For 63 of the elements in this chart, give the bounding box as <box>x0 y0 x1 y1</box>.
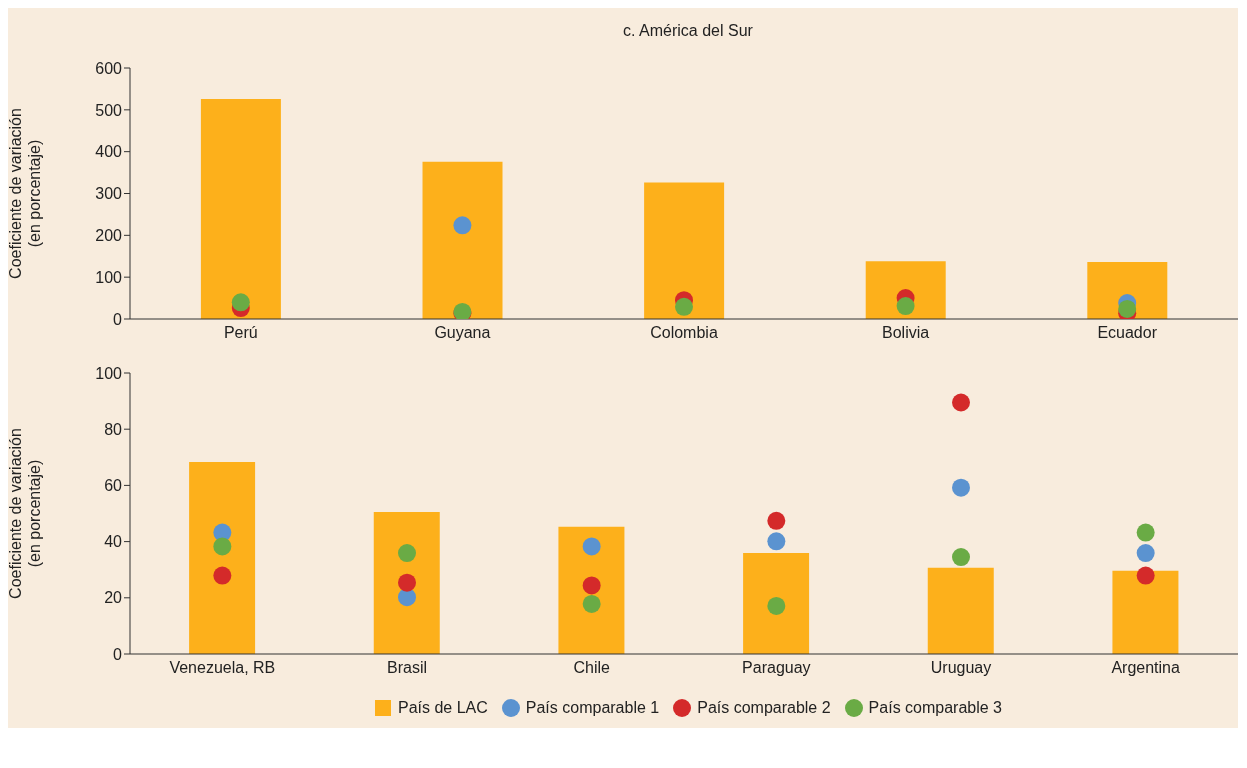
chart-title: c. América del Sur <box>623 22 754 39</box>
bar <box>1112 570 1179 654</box>
bar <box>373 512 440 654</box>
y-tick-label: 60 <box>104 477 123 495</box>
point <box>213 566 232 585</box>
point <box>582 576 601 595</box>
legend-label: País comparable 1 <box>525 699 660 717</box>
y-tick-label: 100 <box>95 364 123 382</box>
point <box>952 393 970 412</box>
y-tick-label: 400 <box>95 143 123 161</box>
bar <box>1087 262 1168 319</box>
point <box>1118 299 1137 318</box>
point <box>1136 544 1155 563</box>
y-tick-label: 0 <box>113 310 123 328</box>
point <box>767 511 786 530</box>
point <box>398 573 416 592</box>
point <box>398 544 416 563</box>
point <box>952 478 970 497</box>
y-tick-label: 500 <box>95 101 123 119</box>
x-tick-label: Brasil <box>386 659 428 677</box>
x-tick-label: Ecuador <box>1097 324 1158 342</box>
point <box>675 297 693 316</box>
bar <box>422 161 503 319</box>
x-tick-label: Perú <box>223 324 258 342</box>
legend-label: País de LAC <box>397 699 488 717</box>
y-tick-label: 300 <box>95 185 123 203</box>
y-tick-label: 100 <box>95 268 123 286</box>
y-tick-label: 200 <box>95 227 123 245</box>
x-tick-label: Chile <box>573 659 610 677</box>
point <box>213 537 232 556</box>
bar <box>743 553 810 654</box>
point <box>952 548 970 567</box>
point <box>896 297 915 316</box>
x-tick-label: Bolivia <box>882 324 930 342</box>
y-tick-label: 20 <box>104 589 123 607</box>
x-tick-label: Uruguay <box>930 659 992 677</box>
bar <box>189 462 256 654</box>
x-tick-label: Guyana <box>434 324 491 342</box>
x-tick-label: Argentina <box>1111 659 1181 677</box>
y-tick-label: 80 <box>104 420 123 438</box>
bar <box>927 567 994 654</box>
point <box>231 293 250 312</box>
bar <box>558 526 625 654</box>
x-tick-label: Venezuela, RB <box>169 659 276 677</box>
point <box>453 216 472 235</box>
y-tick-label: 600 <box>95 59 123 77</box>
point <box>1136 523 1155 542</box>
point <box>767 596 786 615</box>
bar <box>865 261 946 319</box>
point <box>767 532 786 551</box>
point <box>1136 566 1155 585</box>
x-tick-label: Paraguay <box>742 659 811 677</box>
x-tick-label: Colombia <box>650 324 718 342</box>
bar <box>200 98 281 319</box>
point <box>582 594 601 613</box>
y-axis-title: Coeficiente de variación (en porcentaje) <box>7 108 43 279</box>
legend-label: País comparable 3 <box>868 699 1003 717</box>
point <box>582 537 601 556</box>
bar <box>644 182 725 319</box>
legend-label: País comparable 2 <box>697 699 831 717</box>
y-tick-label: 40 <box>104 533 123 551</box>
y-tick-label: 0 <box>113 645 123 663</box>
y-axis-title: Coeficiente de variación (en porcentaje) <box>7 428 43 599</box>
